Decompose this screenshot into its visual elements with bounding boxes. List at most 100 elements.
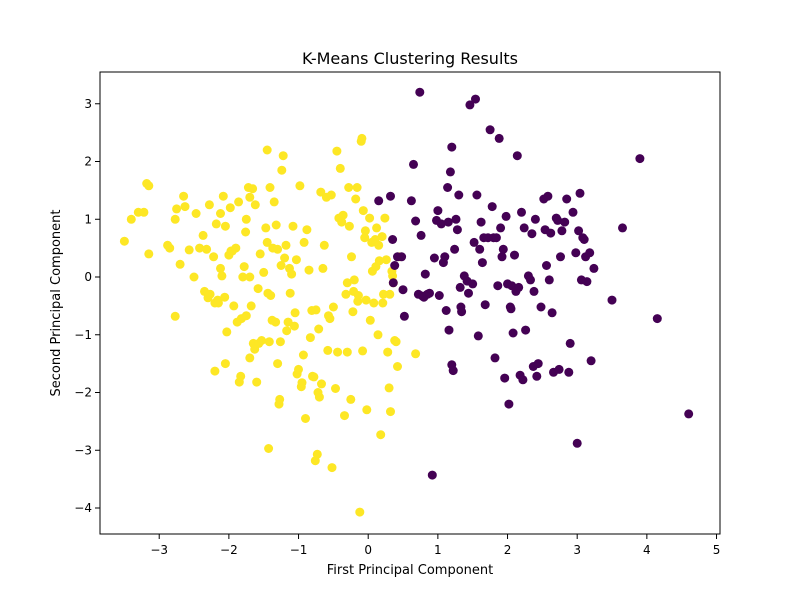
data-point: [213, 298, 223, 308]
data-point: [494, 133, 504, 143]
data-point: [564, 367, 574, 377]
data-point: [444, 325, 454, 335]
x-tick-label: 0: [364, 543, 372, 557]
data-point: [265, 183, 275, 192]
data-point: [259, 267, 269, 277]
data-point: [448, 366, 458, 376]
data-point: [195, 243, 205, 253]
data-point: [447, 142, 457, 152]
data-point: [299, 237, 309, 247]
data-point: [420, 269, 430, 279]
data-point: [572, 438, 582, 448]
data-point: [341, 289, 351, 299]
data-point: [277, 165, 287, 175]
y-tick-label: −1: [74, 328, 92, 342]
data-point: [245, 272, 255, 282]
data-point: [342, 347, 352, 357]
data-point: [222, 327, 232, 337]
data-point: [433, 206, 443, 216]
data-point: [262, 237, 272, 247]
data-point: [514, 282, 524, 292]
data-point: [607, 295, 617, 305]
data-point: [165, 243, 175, 253]
data-point: [440, 252, 450, 262]
data-point: [406, 196, 416, 206]
data-point: [436, 219, 446, 229]
data-point: [476, 217, 486, 227]
data-point: [271, 317, 281, 327]
data-point: [288, 221, 298, 231]
data-point: [266, 291, 276, 300]
data-point: [487, 202, 497, 212]
y-tick-label: 3: [84, 97, 92, 111]
data-point: [317, 379, 326, 389]
data-point: [344, 221, 354, 231]
data-point: [526, 275, 535, 285]
data-point: [452, 225, 462, 235]
data-point: [365, 213, 375, 223]
data-point: [189, 272, 199, 282]
data-point: [457, 307, 467, 317]
data-point: [416, 230, 426, 240]
data-point: [225, 203, 235, 213]
data-point: [536, 302, 546, 312]
data-point: [290, 308, 300, 318]
data-point: [319, 240, 329, 250]
data-point: [465, 100, 475, 110]
y-axis-ticks: −4 −3 −2 −1 0 1 2 3: [74, 97, 100, 515]
data-point: [294, 364, 303, 374]
data-point: [411, 216, 421, 226]
data-point: [386, 407, 395, 417]
data-point: [298, 350, 308, 360]
data-point: [380, 213, 390, 223]
data-point: [477, 258, 487, 268]
data-point: [202, 244, 212, 254]
data-point: [527, 229, 537, 239]
data-point: [568, 207, 578, 217]
y-tick-label: 2: [84, 155, 92, 169]
data-point: [434, 291, 444, 300]
data-point: [376, 430, 386, 440]
data-point: [429, 253, 439, 263]
data-point: [409, 159, 418, 169]
data-point: [245, 353, 255, 363]
data-point: [269, 197, 279, 207]
data-point: [575, 188, 585, 198]
data-point: [519, 223, 529, 233]
data-point: [239, 262, 249, 272]
data-point: [372, 223, 382, 233]
data-point: [385, 289, 395, 299]
data-point: [119, 236, 129, 246]
data-point: [278, 151, 288, 161]
data-point: [510, 250, 519, 260]
data-point: [216, 263, 225, 273]
data-point: [362, 405, 372, 415]
data-point: [351, 194, 361, 204]
data-point: [204, 200, 214, 210]
data-point: [557, 226, 567, 236]
data-point: [245, 192, 255, 202]
data-point: [358, 346, 368, 356]
data-point: [521, 325, 531, 335]
data-point: [347, 252, 356, 262]
data-point: [276, 261, 286, 270]
data-point: [255, 249, 265, 259]
data-point: [506, 304, 516, 314]
data-point: [264, 337, 274, 347]
data-point: [250, 200, 260, 210]
data-point: [220, 292, 230, 302]
data-point: [257, 336, 267, 345]
data-point: [302, 225, 312, 235]
data-point: [126, 214, 136, 224]
data-point: [443, 183, 453, 192]
plot-area: [119, 87, 694, 517]
data-point: [217, 271, 227, 281]
axes-frame: [99, 71, 721, 535]
data-point: [544, 275, 554, 285]
data-point: [331, 384, 340, 393]
data-point: [337, 217, 347, 227]
data-point: [231, 243, 241, 253]
data-point: [349, 275, 359, 285]
data-point: [451, 214, 461, 224]
data-point: [543, 191, 553, 201]
